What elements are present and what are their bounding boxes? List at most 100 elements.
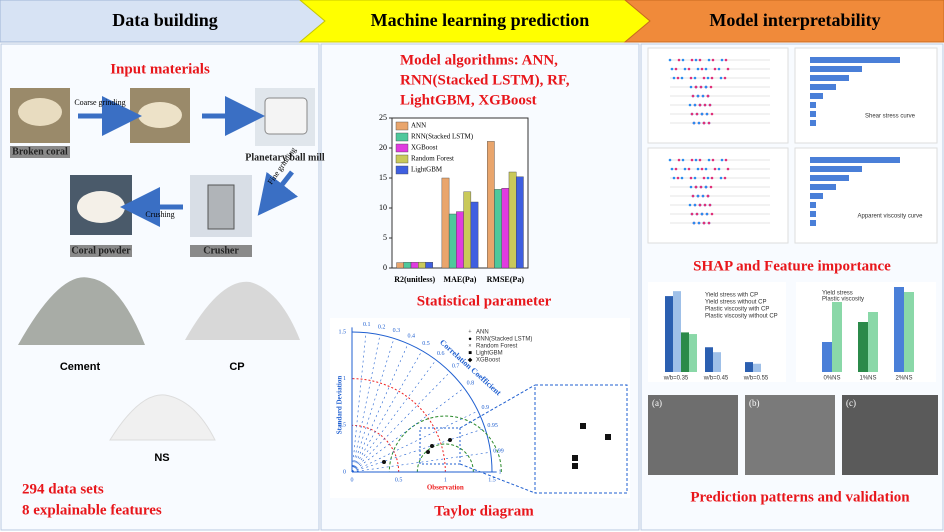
legend-symbol: ● <box>468 336 472 342</box>
importance-bar <box>810 193 823 199</box>
shap-dot <box>687 67 691 71</box>
legend-label: RNN(Stacked LSTM) <box>411 133 474 141</box>
shap-dot <box>705 112 709 116</box>
validation-bar <box>745 362 753 372</box>
shap-dot <box>683 167 687 171</box>
legend-label: XGBoost <box>476 358 500 364</box>
shap-dot <box>709 85 713 89</box>
validation-bar <box>753 363 761 372</box>
validation-bar <box>665 296 673 372</box>
shap-dot <box>699 85 703 89</box>
corr-label: 0.5 <box>422 341 430 347</box>
shap-dot <box>676 176 680 180</box>
corr-line <box>351 338 395 473</box>
marker <box>572 463 578 469</box>
shap-dot <box>713 167 717 171</box>
bar <box>396 262 404 269</box>
shap-dot <box>691 94 695 98</box>
shap-dot <box>687 167 691 171</box>
shap-dot <box>696 67 700 71</box>
corr-label: 0.95 <box>487 423 498 429</box>
shap-dot <box>694 58 698 62</box>
shap-dot <box>695 212 699 216</box>
corr-line <box>351 350 423 473</box>
shap-dot <box>692 221 696 225</box>
bar <box>448 213 457 269</box>
shap-dot <box>694 185 698 189</box>
shap-dot <box>690 112 694 116</box>
shap-dot <box>696 194 700 198</box>
panel-letter: (c) <box>846 398 856 408</box>
shap-dot <box>703 103 707 107</box>
powder-pile <box>185 281 300 340</box>
image-label: Planetary ball mill <box>245 152 325 163</box>
corr-label: 0.4 <box>407 334 415 340</box>
validation-bar <box>822 342 832 372</box>
corr-line <box>351 359 437 473</box>
algorithms: LightGBM, XGBoost <box>400 92 537 108</box>
validation-bar <box>904 292 914 372</box>
x-tick-label: w/b=0.35 <box>663 376 689 382</box>
algorithms: RNN(Stacked LSTM), RF, <box>400 72 570 88</box>
shap-dot <box>717 67 721 71</box>
legend-label: RNN(Stacked LSTM) <box>476 337 532 343</box>
shap-dot <box>711 58 715 62</box>
marker <box>605 434 611 440</box>
shap-dot <box>670 67 674 71</box>
importance-bar <box>810 175 849 181</box>
corr-line <box>351 343 409 473</box>
shap-dot <box>683 67 687 71</box>
validation-bar <box>673 291 681 372</box>
shap-dot <box>719 76 723 80</box>
shap-dot <box>710 176 714 180</box>
shap-dot <box>677 58 681 62</box>
legend-label: Yield stress without CP <box>705 300 766 306</box>
legend-label: XGBoost <box>411 144 438 152</box>
photo <box>18 98 62 126</box>
panel-letter: (a) <box>652 398 662 408</box>
shap-dot <box>703 203 707 207</box>
shap-dot <box>717 167 721 171</box>
process-label: Coarse grinding <box>74 98 125 107</box>
shap-dot <box>700 167 704 171</box>
shap-dot <box>723 176 727 180</box>
importance-bar <box>810 66 862 72</box>
importance-bar <box>810 166 862 172</box>
shap-dot <box>672 176 676 180</box>
shap-dot <box>724 158 728 162</box>
importance-bar <box>810 93 823 99</box>
shap-dot <box>719 176 723 180</box>
shap-dot <box>709 185 713 189</box>
y-tick-label: 25 <box>379 113 387 122</box>
importance-bar <box>810 57 900 63</box>
powder-pile <box>18 277 145 345</box>
shap-dot <box>707 58 711 62</box>
marker <box>426 450 430 454</box>
corr-label: 0.8 <box>467 381 475 387</box>
shap-dot <box>694 158 698 162</box>
std-label: 0 <box>343 469 346 475</box>
x-tick-label: 2%NS <box>895 376 912 382</box>
importance-bar <box>810 120 816 126</box>
corr-line <box>351 332 367 473</box>
shap-dot <box>726 67 730 71</box>
shap-dot <box>699 185 703 189</box>
shap-dot <box>706 94 710 98</box>
legend-swatch <box>395 132 409 142</box>
legend-swatch <box>395 154 409 164</box>
section-title: SHAP and Feature importance <box>693 258 891 274</box>
axis-title: Observation <box>427 484 464 492</box>
shap-dot <box>693 203 697 207</box>
process-label: Crushing <box>145 210 174 219</box>
corr-line <box>351 451 491 473</box>
shap-plots <box>647 47 938 244</box>
photo <box>138 102 182 128</box>
x-tick-label: MAE(Pa) <box>444 275 477 284</box>
chart-title: Taylor diagram <box>434 503 534 519</box>
std-arc <box>351 378 446 473</box>
legend-label: Yield stress <box>822 291 853 297</box>
importance-bar <box>810 75 849 81</box>
shap-plot <box>647 147 789 244</box>
y-tick-label: 10 <box>379 203 387 212</box>
